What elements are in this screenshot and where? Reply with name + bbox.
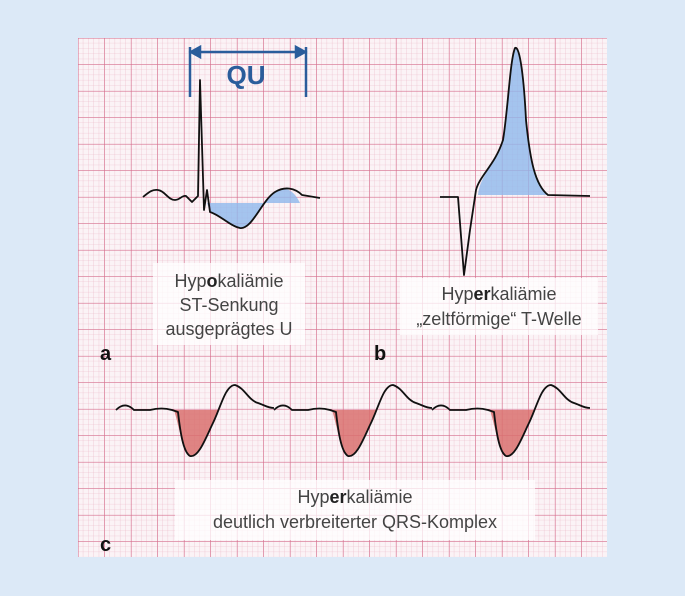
caption-line: deutlich verbreiterter QRS-Komplex: [213, 512, 497, 532]
panel-letter: b: [374, 343, 386, 365]
panel-title: Hypokaliämie: [174, 271, 283, 291]
caption-line: „zeltförmige“ T-Welle: [416, 309, 581, 329]
caption-line: ST-Senkung: [179, 295, 278, 315]
interval-label: QU: [227, 60, 266, 90]
caption-line: ausgeprägtes U: [165, 319, 292, 339]
panel-b: Hyperkaliämie „zeltförmige“ T-Welle b: [374, 47, 598, 365]
panel-title: Hyperkaliämie: [297, 487, 412, 507]
panel-c: Hyperkaliämie deutlich verbreiterter QRS…: [100, 384, 591, 556]
panel-a: QU Hypokaliämie ST-Senkung ausgeprägtes …: [100, 44, 321, 365]
panel-letter: c: [100, 534, 111, 556]
panel-letter: a: [100, 343, 112, 365]
panel-title: Hyperkaliämie: [441, 284, 556, 304]
